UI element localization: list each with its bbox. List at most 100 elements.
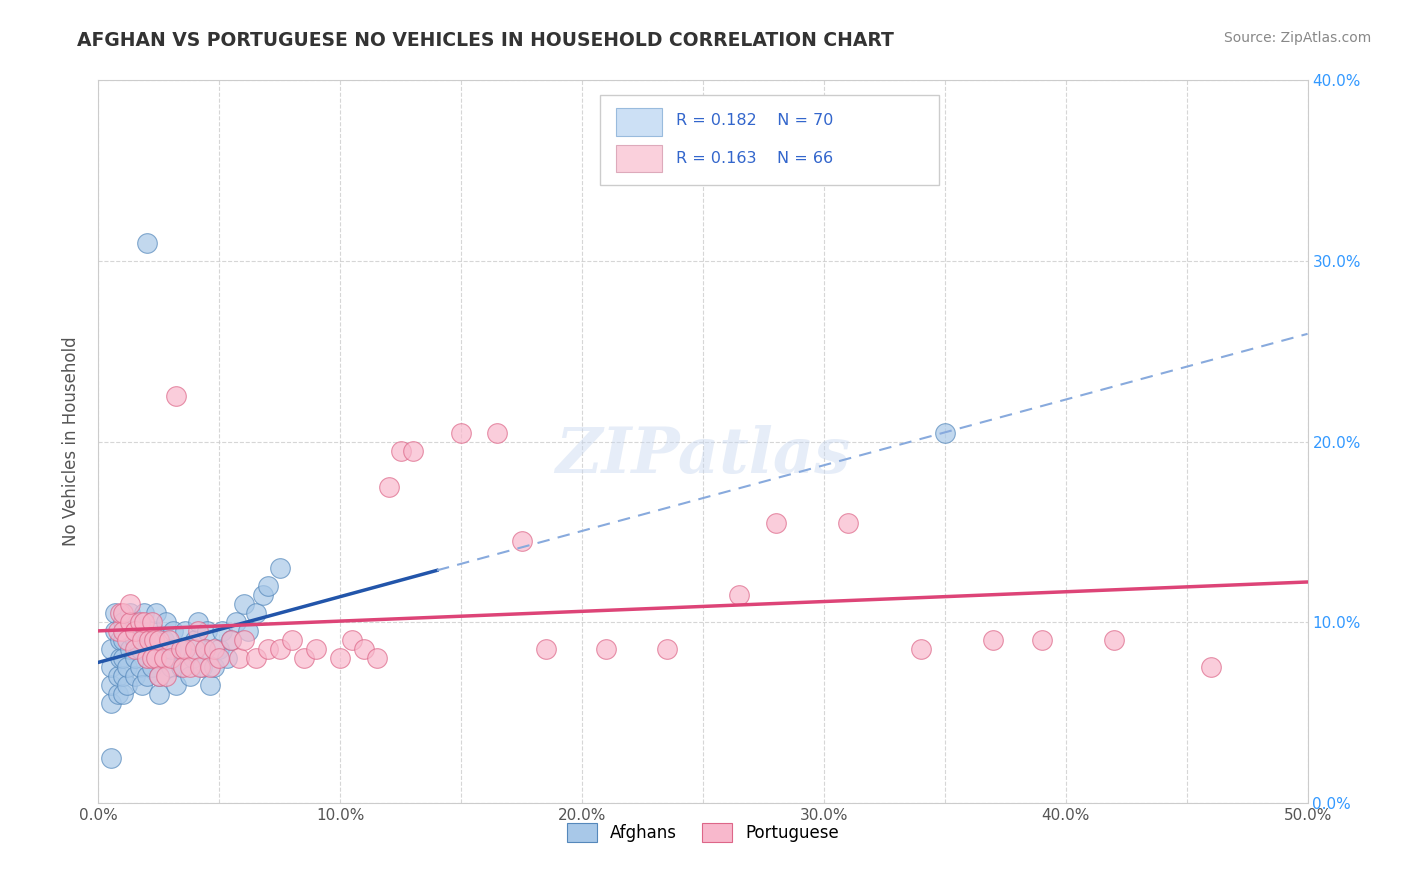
Point [169,660,191,674]
Point [215,651,238,665]
Point [160,651,183,665]
Point [174,642,197,657]
Y-axis label: No Vehicles in Household: No Vehicles in Household [62,336,80,547]
Point [141,651,163,665]
Point [135,235,157,250]
Legend: Afghans, Portuguese: Afghans, Portuguese [560,816,846,848]
Point [181,651,204,665]
Point [157,633,180,648]
Point [118,624,141,639]
Point [169,642,191,657]
Point [225,615,247,630]
Point [450,425,472,440]
Point [143,633,166,648]
Point [342,633,364,648]
Point [145,606,167,620]
Point [148,669,170,683]
Point [104,624,127,639]
Text: AFGHAN VS PORTUGUESE NO VEHICLES IN HOUSEHOLD CORRELATION CHART: AFGHAN VS PORTUGUESE NO VEHICLES IN HOUS… [77,31,894,50]
Point [111,633,134,648]
Point [232,597,254,611]
Point [141,660,163,674]
Point [1031,633,1053,648]
Point [117,678,139,692]
Point [124,642,146,657]
Point [111,624,134,639]
Point [256,579,278,593]
Point [128,642,150,657]
Point [172,660,194,674]
Point [108,606,131,620]
Point [128,615,150,630]
Point [329,651,352,665]
Point [208,651,231,665]
FancyBboxPatch shape [600,95,939,185]
Point [152,651,174,665]
Point [135,651,157,665]
Point [256,642,278,657]
Point [198,660,221,674]
Point [148,687,170,701]
Point [135,669,157,683]
Point [179,669,201,683]
Point [150,651,173,665]
Point [837,516,859,530]
Point [124,669,146,683]
Point [172,642,194,657]
Point [124,651,146,665]
FancyBboxPatch shape [616,145,662,172]
Point [111,651,134,665]
Point [377,480,399,494]
Point [187,624,209,639]
Point [353,642,375,657]
Point [934,425,956,440]
Point [910,642,932,657]
Point [221,633,243,648]
Point [131,678,153,692]
Point [118,597,141,611]
Point [141,615,163,630]
Text: R = 0.163    N = 66: R = 0.163 N = 66 [676,151,834,166]
Point [232,633,254,648]
Point [184,633,207,648]
Point [141,642,163,657]
Point [124,624,146,639]
Point [184,642,207,657]
Point [198,678,221,692]
Text: ZIPatlas: ZIPatlas [555,425,851,487]
Point [111,687,134,701]
Point [245,651,267,665]
Point [179,660,201,674]
Point [534,642,557,657]
Point [389,443,412,458]
Point [108,633,131,648]
Point [124,615,146,630]
Point [107,669,129,683]
Point [174,624,197,639]
Point [104,606,127,620]
Point [595,642,617,657]
Point [252,588,274,602]
Point [655,642,678,657]
Point [117,633,139,648]
Point [402,443,425,458]
Point [100,660,122,674]
Point [124,633,146,648]
Point [100,750,122,764]
Point [118,606,141,620]
Point [1199,660,1222,674]
Point [108,651,131,665]
Point [486,425,509,440]
Point [155,669,177,683]
Point [187,615,209,630]
Point [510,533,533,548]
Text: Source: ZipAtlas.com: Source: ZipAtlas.com [1223,31,1371,45]
Point [245,606,267,620]
Point [191,660,214,674]
Point [208,642,231,657]
Point [145,651,167,665]
Point [155,615,177,630]
Point [118,615,141,630]
Point [728,588,751,602]
Point [135,651,157,665]
